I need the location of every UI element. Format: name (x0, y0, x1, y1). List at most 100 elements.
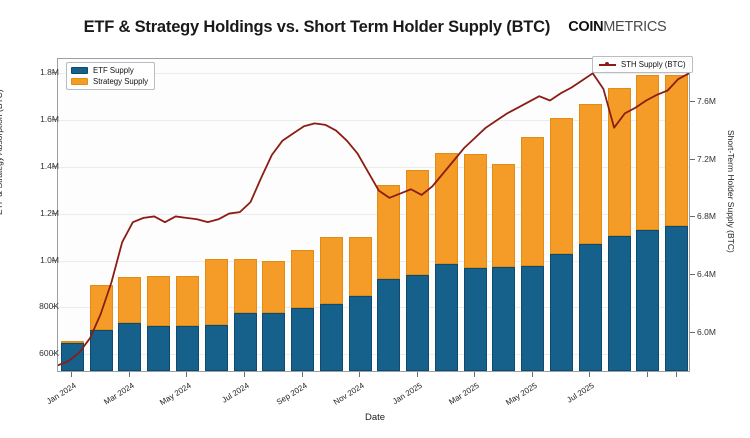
bar-jun-2024[interactable] (204, 259, 228, 371)
bar-apr-2025[interactable] (492, 163, 516, 371)
x-axis-tick-mark (646, 372, 648, 377)
x-axis-tick-mark (531, 372, 533, 377)
sth-supply-line-path (58, 72, 689, 367)
bar-segment-etf-supply (607, 235, 631, 371)
legend-item-strategy-supply[interactable]: Strategy Supply (71, 77, 148, 86)
bar-segment-etf-supply (204, 324, 228, 371)
bar-segment-etf-supply (665, 225, 689, 371)
bar-oct-2025[interactable] (665, 74, 689, 371)
y-axis-right-tick-mark (690, 158, 695, 160)
bar-jul-2025[interactable] (578, 103, 602, 371)
gridline (58, 119, 689, 121)
y-axis-right-tick-label: 6.4M (697, 269, 716, 280)
legend-swatch-strategy-icon (71, 78, 88, 85)
bar-segment-etf-supply (406, 274, 430, 371)
y-axis-right-title: Short-Term Holder Supply (BTC) (726, 130, 736, 253)
y-axis-left-tick-label: 1.4M (40, 160, 59, 171)
y-axis-left-title: ETF & Strategy Absorption (BTC) (0, 89, 4, 215)
bar-segment-strategy-supply (578, 103, 602, 245)
bar-segment-strategy-supply (434, 153, 458, 265)
x-axis-tick-label: Mar 2025 (447, 381, 481, 407)
y-axis-left-tick-label: 600K (39, 348, 59, 359)
gridline (58, 166, 689, 168)
y-axis-right-tick-mark (690, 101, 695, 103)
plot-inner (58, 59, 689, 371)
y-axis-left-tick-mark (52, 353, 57, 355)
bar-mar-2024[interactable] (118, 276, 142, 371)
bar-segment-strategy-supply (147, 276, 171, 327)
bar-segment-strategy-supply (118, 276, 142, 323)
x-axis-tick-mark (301, 372, 303, 377)
bar-segment-etf-supply (118, 322, 142, 371)
bar-dec-2024[interactable] (377, 184, 401, 371)
bar-segment-etf-supply (319, 304, 343, 371)
y-axis-left-tick-label: 1.2M (40, 207, 59, 218)
bar-sep-2025[interactable] (636, 75, 660, 371)
bar-mar-2025[interactable] (463, 153, 487, 371)
x-axis-tick-label: May 2024 (158, 381, 194, 408)
y-axis-left-tick-mark (52, 165, 57, 167)
y-axis-left-tick-mark (52, 118, 57, 120)
bar-segment-etf-supply (463, 268, 487, 371)
x-axis-tick-label: Jan 2025 (390, 381, 424, 407)
bar-segment-etf-supply (291, 308, 315, 371)
bar-segment-etf-supply (377, 279, 401, 371)
brand-logo-bold: COIN (568, 19, 604, 35)
bar-segment-strategy-supply (175, 276, 199, 327)
bar-segment-etf-supply (175, 326, 199, 371)
bar-segment-strategy-supply (463, 153, 487, 269)
y-axis-left-tick-mark (52, 259, 57, 261)
bar-apr-2024[interactable] (147, 276, 171, 371)
bar-segment-strategy-supply (665, 74, 689, 226)
sth-supply-line (58, 72, 689, 367)
x-axis-tick-label: May 2025 (503, 381, 539, 408)
bar-aug-2024[interactable] (262, 260, 286, 371)
brand-logo: COINMETRICS (568, 19, 667, 35)
bar-segment-etf-supply (262, 312, 286, 371)
bar-segment-etf-supply (434, 264, 458, 371)
bar-segment-strategy-supply (204, 259, 228, 325)
y-axis-left-tick-mark (52, 306, 57, 308)
bar-nov-2024[interactable] (348, 236, 372, 371)
bar-jul-2024[interactable] (233, 259, 257, 371)
bar-may-2025[interactable] (521, 137, 545, 371)
x-axis-tick-label: Jul 2025 (565, 381, 597, 405)
x-axis-tick-label: Jul 2024 (220, 381, 251, 405)
legend-swatch-etf-icon (71, 67, 88, 74)
bar-segment-etf-supply (550, 253, 574, 371)
bar-segment-strategy-supply (377, 184, 401, 280)
gridline (58, 354, 689, 356)
bar-segment-strategy-supply (550, 117, 574, 254)
legend-item-etf-supply[interactable]: ETF Supply (71, 66, 148, 75)
bar-segment-strategy-supply (262, 260, 286, 313)
x-axis-tick-label: Mar 2024 (102, 381, 136, 407)
bar-may-2024[interactable] (175, 276, 199, 371)
x-axis-tick-mark (71, 372, 73, 377)
bar-segment-strategy-supply (636, 75, 660, 230)
x-axis-tick-mark (589, 372, 591, 377)
bar-feb-2025[interactable] (434, 153, 458, 371)
y-axis-right-tick-mark (690, 274, 695, 276)
bar-jun-2025[interactable] (550, 117, 574, 371)
y-axis-left-tick-label: 1.0M (40, 254, 59, 265)
bar-jan-2025[interactable] (406, 169, 430, 371)
bar-oct-2024[interactable] (319, 237, 343, 371)
legend-item-sth-supply[interactable]: STH Supply (BTC) (599, 60, 686, 69)
y-axis-left-tick-mark (52, 72, 57, 74)
bar-segment-etf-supply (89, 330, 113, 371)
brand-logo-light: METRICS (603, 19, 667, 35)
bar-segment-etf-supply (578, 244, 602, 371)
bar-segment-etf-supply (233, 312, 257, 371)
bar-segment-strategy-supply (60, 340, 84, 343)
bar-segment-etf-supply (147, 326, 171, 371)
x-axis-tick-label: Sep 2024 (274, 381, 309, 407)
legend-label-etf: ETF Supply (93, 66, 134, 75)
chart-header: ETF & Strategy Holdings vs. Short Term H… (0, 10, 750, 44)
legend-swatch-line-icon (599, 61, 616, 68)
x-axis-tick-mark (186, 372, 188, 377)
y-axis-left-tick-mark (52, 212, 57, 214)
bar-segment-etf-supply (348, 296, 372, 371)
bar-sep-2024[interactable] (291, 250, 315, 371)
x-axis-title: Date (364, 412, 386, 423)
